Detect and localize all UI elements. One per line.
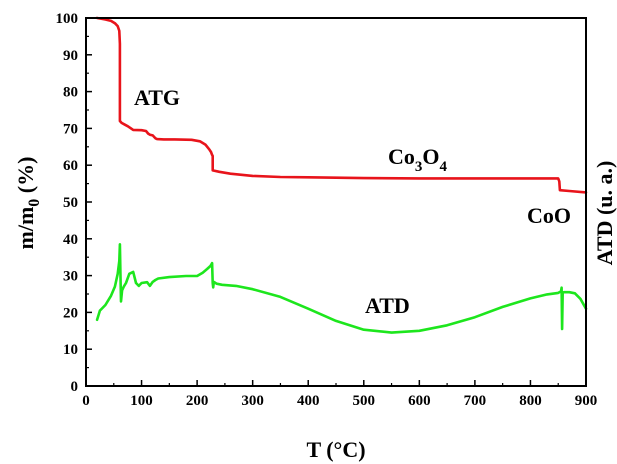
y-tick-label: 40 — [63, 232, 78, 248]
x-tick-label: 300 — [241, 393, 264, 409]
axis-ticks — [85, 17, 587, 387]
tick-labels: 0 100 200 300 400 500 600 700 800 900 0 10 20 30 40 50 6… — [56, 11, 598, 409]
y-axis-title: m/m0 (%) — [13, 157, 43, 250]
y-axis-title-unit: (%) — [13, 157, 38, 199]
x-axis-title: T (°C) — [306, 437, 365, 462]
y-axis-title-sub: 0 — [26, 199, 43, 207]
annotation-co3o4: Co3O4 — [388, 144, 448, 175]
atg-series-line — [95, 16, 588, 194]
co3o4-sub3: 3 — [415, 159, 423, 175]
series-layer — [95, 16, 588, 334]
annotation-atd: ATD — [365, 293, 410, 318]
x-axis-title-close: ) — [358, 437, 365, 462]
y-tick-label: 70 — [63, 121, 78, 137]
x-tick-label: 400 — [297, 393, 320, 409]
y-tick-label: 10 — [63, 342, 78, 358]
annotation-coo: CoO — [527, 203, 571, 228]
y-tick-label: 20 — [63, 305, 78, 321]
co3o4-o: O — [422, 144, 439, 169]
x-tick-label: 800 — [519, 393, 542, 409]
y-tick-label: 30 — [63, 269, 78, 285]
plot-frame — [85, 17, 587, 387]
x-tick-label: 0 — [82, 393, 90, 409]
y2-axis-title: ATD (u. a.) — [592, 161, 617, 266]
y-tick-label: 100 — [56, 11, 79, 27]
co3o4-co: Co — [388, 144, 415, 169]
x-tick-label: 500 — [353, 393, 376, 409]
x-axis-title-main: T ( — [306, 437, 333, 462]
x-tick-label: 900 — [575, 393, 598, 409]
x-tick-label: 600 — [408, 393, 431, 409]
x-tick-label: 700 — [464, 393, 487, 409]
annotation-atg: ATG — [134, 85, 180, 110]
x-tick-label: 200 — [186, 393, 209, 409]
y-tick-label: 0 — [71, 379, 79, 395]
x-axis-title-unit: °C — [334, 437, 359, 462]
x-tick-label: 100 — [130, 393, 153, 409]
y-tick-label: 90 — [63, 48, 78, 64]
y-tick-label: 50 — [63, 195, 78, 211]
y-tick-label: 60 — [63, 158, 78, 174]
y-axis-title-main: m/m — [13, 207, 38, 250]
co3o4-sub4: 4 — [440, 159, 448, 175]
atd-series-line — [95, 243, 588, 334]
y-tick-label: 80 — [63, 85, 78, 101]
